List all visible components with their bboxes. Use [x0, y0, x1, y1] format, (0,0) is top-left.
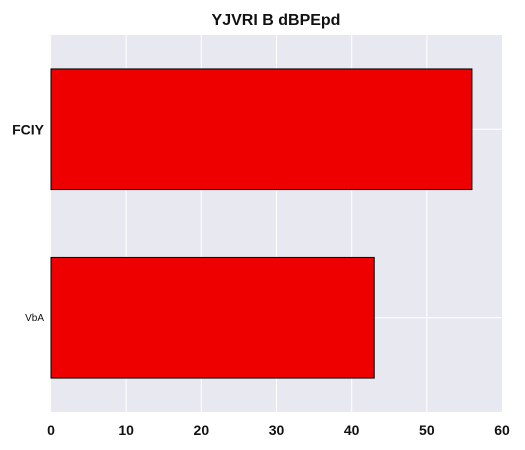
x-tick-label: 30 [269, 422, 285, 438]
y-axis-ticks: FCIY VbA [12, 121, 45, 324]
x-tick-label: 50 [419, 422, 435, 438]
x-tick-label: 10 [118, 422, 134, 438]
x-axis-ticks: 0 10 20 30 40 50 60 [47, 422, 510, 438]
y-tick-label: VbA [25, 313, 44, 324]
bar-vba [50, 256, 375, 379]
y-tick-label: FCIY [12, 121, 45, 137]
x-tick-label: 40 [344, 422, 360, 438]
chart-title: YJVRI B dBPEpd [212, 12, 341, 29]
bars [50, 68, 473, 379]
x-tick-label: 20 [194, 422, 210, 438]
x-tick-label: 0 [47, 422, 55, 438]
bar-fciy [50, 68, 473, 191]
x-tick-label: 60 [494, 422, 510, 438]
